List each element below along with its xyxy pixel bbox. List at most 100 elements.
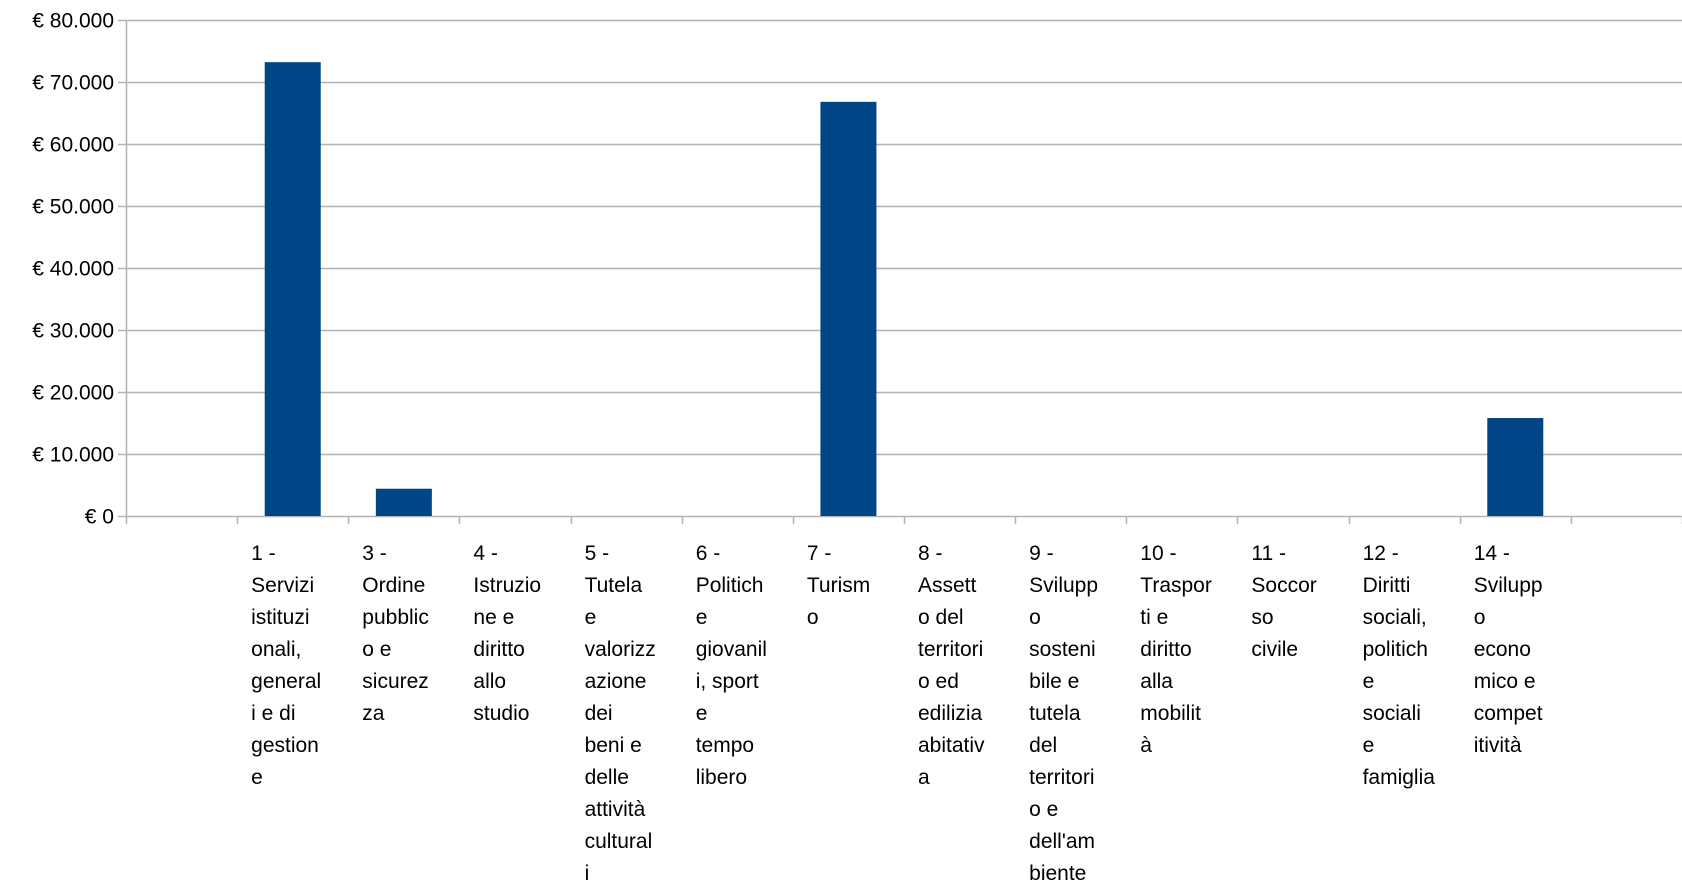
y-tick-label: € 60.000: [32, 134, 114, 157]
x-category-label: 3 - Ordine pubblic o e sicurez za: [362, 542, 429, 725]
x-category-label-line: famiglia: [1363, 766, 1436, 789]
y-tick-label: € 50.000: [32, 196, 114, 219]
x-category-label-line: azione: [585, 670, 647, 693]
x-category-label-line: ne e: [473, 606, 514, 629]
bar: [264, 62, 321, 516]
x-category-label-line: del: [1029, 734, 1057, 757]
x-category-label-line: i: [585, 862, 590, 884]
x-category-label-line: itività: [1474, 734, 1522, 757]
x-category-label-line: beni e: [585, 734, 642, 757]
x-category-label-line: giovanil: [696, 638, 767, 661]
x-category-label-line: libero: [696, 766, 747, 789]
x-category-label-line: sicurez: [362, 670, 429, 693]
x-category-label-line: cultural: [585, 830, 653, 853]
x-category-label-line: diritto: [1140, 638, 1191, 661]
x-category-label-line: 6 -: [696, 542, 721, 565]
x-category-label-line: biente: [1029, 862, 1086, 884]
x-category-label-line: bile e: [1029, 670, 1079, 693]
x-category-label-line: ti e: [1140, 606, 1168, 629]
x-category-label-line: 12 -: [1363, 542, 1399, 565]
x-category-label-line: Servizi: [251, 574, 314, 597]
axes: [118, 19, 1682, 524]
x-category-label-line: e: [696, 606, 708, 629]
x-category-label-line: mobilit: [1140, 702, 1201, 725]
x-category-label-line: istituzi: [251, 606, 309, 629]
x-category-label-line: Svilupp: [1029, 574, 1098, 597]
x-category-label-line: attività: [585, 798, 646, 821]
x-category-label-line: Soccor: [1251, 574, 1316, 597]
x-category-label-line: diritto: [473, 638, 524, 661]
bars: [264, 62, 1544, 516]
x-category-label: 9 - Svilupp o sosteni bile e tutela del territo…: [1029, 542, 1098, 884]
x-category-label-line: politich: [1363, 638, 1428, 661]
x-category-labels: 1 - Servizi istituzi onali, general i e di ges…: [251, 542, 1543, 884]
x-category-label-line: 4 -: [473, 542, 498, 565]
x-category-label-line: Svilupp: [1474, 574, 1543, 597]
x-category-label-line: o e: [1029, 798, 1058, 821]
y-tick-label: € 40.000: [32, 258, 114, 281]
bar: [820, 101, 877, 516]
x-category-label-line: dell'am: [1029, 830, 1095, 853]
x-category-label-line: tempo: [696, 734, 754, 757]
x-category-label-line: civile: [1251, 638, 1298, 661]
x-category-label-line: sociali,: [1363, 606, 1427, 629]
x-category-label-line: o: [1029, 606, 1041, 629]
x-category-label-line: sociali: [1363, 702, 1421, 725]
bar: [375, 488, 432, 516]
x-category-label-line: 9 -: [1029, 542, 1054, 565]
x-category-label-line: allo: [473, 670, 506, 693]
x-category-label-line: 11 -: [1251, 542, 1286, 565]
x-category-label-line: e: [1363, 734, 1375, 757]
x-category-label-line: 3 -: [362, 542, 387, 565]
x-category-label-line: onali,: [251, 638, 301, 661]
y-tick-labels: € 0 € 10.000 € 20.000 € 30.000 € 40.000 € 50.…: [32, 10, 114, 529]
x-category-label-line: a: [918, 766, 930, 789]
x-category-label-line: za: [362, 702, 385, 725]
x-category-label: 8 - Assett o del territori o ed edilizia abita…: [918, 542, 985, 789]
y-tick-label: € 0: [85, 506, 114, 529]
x-category-label-line: 7 -: [807, 542, 832, 565]
x-category-label-line: 1 -: [251, 542, 276, 565]
x-category-label-line: 5 -: [585, 542, 610, 565]
x-category-label-line: sosteni: [1029, 638, 1096, 661]
x-category-label: 14 - Svilupp o econo mico e compet itività: [1474, 542, 1543, 757]
x-category-label-line: e: [696, 702, 708, 725]
x-category-label-line: o ed: [918, 670, 959, 693]
x-category-label-line: e: [585, 606, 597, 629]
grid-lines: [126, 19, 1682, 518]
x-category-label: 11 - Soccor so civile: [1251, 542, 1316, 661]
x-category-label-line: o: [1474, 606, 1486, 629]
x-category-label-line: Traspor: [1140, 574, 1212, 597]
x-category-label-line: territori: [1029, 766, 1094, 789]
x-category-label-line: edilizia: [918, 702, 983, 725]
x-category-label-line: tutela: [1029, 702, 1081, 725]
x-category-label-line: so: [1251, 606, 1273, 629]
x-category-label: 6 - Politich e giovanil i, sport e tempo libero: [696, 542, 767, 789]
x-category-label-line: compet: [1474, 702, 1543, 725]
x-category-label-line: delle: [585, 766, 629, 789]
x-category-label-line: alla: [1140, 670, 1173, 693]
x-category-label-line: 8 -: [918, 542, 943, 565]
x-category-label-line: à: [1140, 734, 1152, 757]
x-category-label-line: Assett: [918, 574, 977, 597]
x-category-label-line: Politich: [696, 574, 764, 597]
x-category-label-line: o del: [918, 606, 964, 629]
y-tick-label: € 70.000: [32, 72, 114, 95]
x-category-label-line: o: [807, 606, 819, 629]
x-category-label-line: valorizz: [585, 638, 656, 661]
x-category-label: 1 - Servizi istituzi onali, general i e di ges…: [251, 542, 321, 789]
y-tick-label: € 30.000: [32, 320, 114, 343]
x-category-label-line: dei: [585, 702, 613, 725]
x-category-label-line: abitativ: [918, 734, 985, 757]
y-tick-label: € 80.000: [32, 10, 114, 33]
x-category-label-line: general: [251, 670, 321, 693]
x-category-label-line: i e di: [251, 702, 295, 725]
x-category-label-line: 10 -: [1140, 542, 1176, 565]
x-category-label-line: Turism: [807, 574, 870, 597]
x-category-label: 4 - Istruzio ne e diritto allo studio: [473, 542, 541, 725]
x-category-label: 5 - Tutela e valorizz azione dei beni e delle at…: [585, 542, 656, 884]
x-category-label: 10 - Traspor ti e diritto alla mobilit à: [1140, 542, 1212, 757]
x-category-label-line: pubblic: [362, 606, 429, 629]
x-category-label-line: gestion: [251, 734, 319, 757]
